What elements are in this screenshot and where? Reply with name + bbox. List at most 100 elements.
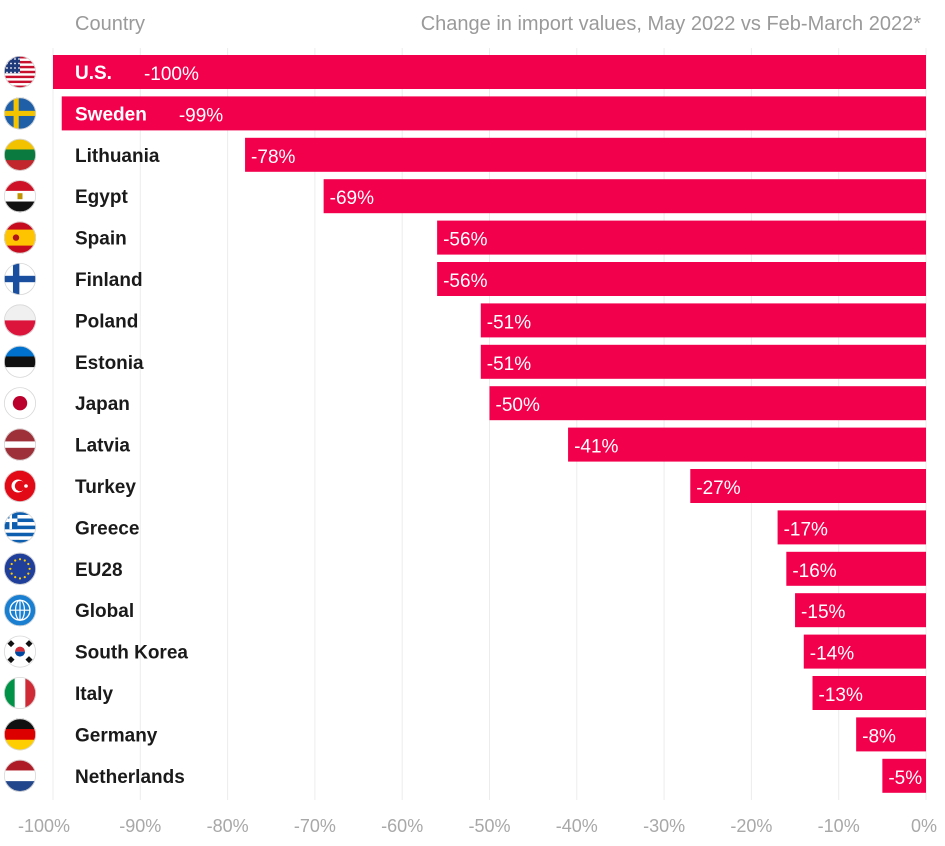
- country-label: Egypt: [75, 187, 128, 208]
- bar-row: Spain -56%: [3, 220, 926, 255]
- value-label: -15%: [801, 602, 845, 623]
- bar: [53, 55, 926, 89]
- bar-row: Finland -56%: [3, 262, 926, 296]
- country-label: Estonia: [75, 353, 144, 374]
- turkey-flag-icon: [3, 469, 37, 502]
- bar-row: Lithuania -78%: [3, 137, 926, 172]
- country-label: Spain: [75, 229, 127, 250]
- value-label: -8%: [862, 726, 896, 747]
- bar-row: Germany -8%: [3, 717, 926, 752]
- x-tick-label: -100%: [18, 816, 70, 836]
- bar-rows: U.S. -100% Sweden -99% Lithuania -78% Egypt -69…: [3, 55, 927, 793]
- country-label: U.S.: [75, 63, 112, 84]
- value-label: -27%: [696, 478, 740, 499]
- finland-flag-icon: [3, 262, 37, 295]
- country-label: Sweden: [75, 104, 147, 125]
- value-label: -17%: [784, 519, 828, 540]
- value-label: -56%: [443, 230, 487, 251]
- bar: [812, 676, 926, 710]
- bar-row: Turkey -27%: [3, 469, 926, 503]
- egypt-flag-icon: [3, 180, 37, 213]
- greece-flag-icon: [3, 511, 37, 544]
- bar: [803, 634, 926, 669]
- bar: [245, 137, 926, 172]
- bar: [795, 593, 926, 628]
- bar-row: Sweden -99%: [3, 96, 927, 131]
- x-tick-label: -40%: [556, 816, 598, 836]
- bar-row: Netherlands -5%: [3, 758, 926, 793]
- bar: [882, 758, 926, 793]
- globe-icon: [3, 594, 37, 627]
- country-label: Latvia: [75, 436, 130, 457]
- country-label: Finland: [75, 270, 143, 291]
- poland-flag-icon: [3, 304, 37, 337]
- bar: [856, 717, 926, 752]
- bar: [786, 551, 926, 586]
- value-label: -56%: [443, 271, 487, 292]
- x-tick-label: -30%: [643, 816, 685, 836]
- value-label: -5%: [888, 768, 922, 789]
- x-tick-label: -50%: [468, 816, 510, 836]
- bar: [437, 262, 926, 296]
- germany-flag-icon: [3, 718, 37, 751]
- x-tick-label: -10%: [818, 816, 860, 836]
- value-label: -51%: [487, 354, 531, 375]
- bar: [690, 469, 926, 503]
- x-tick-label: -70%: [294, 816, 336, 836]
- header-country-label: Country: [75, 13, 145, 35]
- country-label: Japan: [75, 394, 130, 415]
- bar-row: EU28 -16%: [3, 551, 926, 586]
- eu-flag-icon: [3, 552, 37, 585]
- x-axis-ticks: -100% -90% -80% -70% -60% -50% -40% -30% -20% -10…: [18, 816, 937, 836]
- x-tick-label: -20%: [730, 816, 772, 836]
- x-tick-label: 0%: [911, 816, 937, 836]
- bar-row: Italy -13%: [3, 676, 926, 710]
- bar: [61, 96, 927, 131]
- value-label: -14%: [810, 644, 854, 665]
- bar: [323, 179, 926, 214]
- x-tick-label: -60%: [381, 816, 423, 836]
- country-label: South Korea: [75, 643, 188, 664]
- value-label: -16%: [792, 561, 836, 582]
- country-label: Turkey: [75, 477, 136, 498]
- country-label: Germany: [75, 725, 158, 746]
- bar: [480, 303, 926, 338]
- value-label: -50%: [496, 395, 540, 416]
- spain-flag-icon: [3, 221, 37, 254]
- value-label: -51%: [487, 312, 531, 333]
- value-label: -41%: [574, 437, 618, 458]
- bar-row: U.S. -100%: [3, 55, 926, 89]
- bar: [568, 427, 926, 462]
- netherlands-flag-icon: [3, 759, 37, 792]
- bar-row: Japan -50%: [3, 386, 926, 421]
- value-label: -99%: [179, 105, 223, 126]
- gridlines: [52, 48, 927, 800]
- bar-row: South Korea -14%: [3, 634, 926, 669]
- bar-row: Poland -51%: [3, 303, 926, 338]
- value-label: -13%: [819, 685, 863, 706]
- lithuania-flag-icon: [3, 138, 37, 171]
- country-label: Poland: [75, 311, 138, 332]
- bar: [777, 510, 926, 545]
- country-label: Lithuania: [75, 146, 160, 167]
- sweden-flag-icon: [3, 97, 37, 130]
- x-tick-label: -90%: [119, 816, 161, 836]
- country-label: Global: [75, 601, 134, 622]
- bar: [489, 386, 926, 421]
- bar: [480, 344, 926, 379]
- country-label: Italy: [75, 684, 113, 705]
- bar-row: Greece -17%: [3, 510, 926, 545]
- japan-flag-icon: [3, 387, 37, 420]
- x-tick-label: -80%: [207, 816, 249, 836]
- country-label: EU28: [75, 560, 123, 581]
- south-korea-flag-icon: [3, 635, 37, 668]
- latvia-flag-icon: [3, 428, 37, 461]
- bar: [437, 220, 926, 255]
- value-label: -78%: [251, 147, 295, 168]
- bar-row: Global -15%: [3, 593, 926, 628]
- us-flag-icon: [3, 56, 37, 89]
- bar-row: Egypt -69%: [3, 179, 926, 214]
- country-label: Netherlands: [75, 767, 185, 788]
- header-metric-label: Change in import values, May 2022 vs Feb…: [421, 13, 921, 35]
